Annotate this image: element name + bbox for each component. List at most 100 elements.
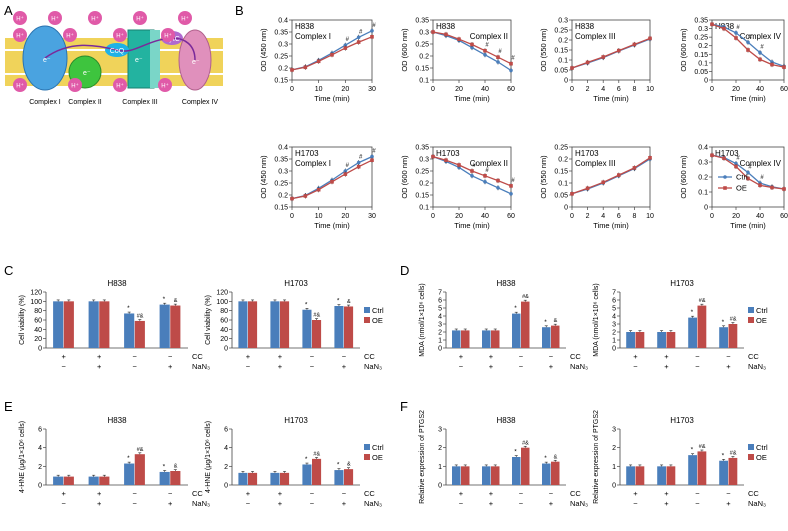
- y-tick-label: 5: [438, 306, 442, 313]
- y-tick-label: 0.4: [278, 18, 288, 25]
- significance-mark: *: [722, 319, 725, 326]
- data-point-oe: [758, 57, 762, 62]
- cc-sign: −: [695, 352, 700, 361]
- x-tick-label: 0: [290, 213, 294, 220]
- cc-sign: −: [168, 352, 173, 361]
- nan3-sign: −: [133, 362, 138, 371]
- data-point-oe: [585, 186, 590, 191]
- data-point-ctrl: [746, 40, 750, 45]
- bar-ctrl: [719, 327, 728, 348]
- data-point-oe: [758, 183, 762, 188]
- nan3-sign: +: [489, 362, 494, 371]
- y-tick-label: 0.15: [274, 78, 288, 85]
- bar-oe: [170, 305, 181, 348]
- bar-oe: [312, 458, 322, 485]
- cc-sign: −: [133, 352, 138, 361]
- cc-sign: +: [489, 489, 494, 498]
- data-point-ctrl: [470, 174, 474, 178]
- complex-label: Complex IV: [740, 159, 782, 168]
- bar-oe: [521, 301, 530, 348]
- data-point-oe: [632, 166, 637, 170]
- significance-mark: #: [485, 43, 489, 49]
- data-point-oe: [496, 178, 500, 183]
- data-point-oe: [734, 164, 738, 169]
- x-tick-label: 30: [368, 213, 376, 220]
- y-tick-label: 2: [38, 464, 42, 471]
- cc-row-label: CC: [364, 489, 375, 498]
- cc-sign: +: [97, 352, 102, 361]
- data-point-oe: [470, 169, 474, 173]
- bar-ctrl: [270, 301, 280, 348]
- data-point-oe: [370, 158, 374, 162]
- legend-marker: [723, 175, 727, 179]
- nan3-row-label: NaN₃: [748, 499, 766, 508]
- significance-mark: #&: [699, 298, 706, 304]
- bar-oe: [280, 472, 290, 485]
- x-axis-label: Time (min): [454, 221, 490, 230]
- y-tick-label: 0.15: [554, 169, 568, 176]
- x-tick-label: 0: [570, 86, 574, 93]
- legend-label: OE: [756, 453, 767, 462]
- y-tick-label: 0.3: [558, 18, 568, 25]
- bar-oe: [248, 472, 258, 485]
- nan3-sign: +: [342, 362, 347, 371]
- y-tick-label: 20: [220, 336, 228, 343]
- legend-label: OE: [372, 316, 383, 325]
- cc-sign: −: [519, 489, 524, 498]
- y-tick-label: 0: [704, 205, 708, 212]
- complex-ii-label: Complex II: [68, 99, 102, 106]
- proton-label: H⁺: [16, 83, 24, 90]
- bar-ctrl: [238, 472, 248, 485]
- data-point-oe: [290, 196, 294, 201]
- y-axis-label: OD (550 nm): [539, 28, 548, 72]
- significance-mark: #&: [699, 444, 706, 450]
- bar-ctrl: [482, 330, 491, 348]
- nan3-sign: −: [459, 362, 464, 371]
- bar-oe: [461, 330, 470, 348]
- bar-ctrl: [542, 463, 551, 485]
- bar-ctrl: [688, 317, 697, 348]
- nan3-sign: −: [246, 362, 251, 371]
- nan3-sign: −: [62, 499, 67, 508]
- chart-title: H838: [107, 416, 127, 425]
- legend-label: Ctrl: [756, 443, 768, 452]
- significance-mark: *: [514, 305, 517, 312]
- x-tick-label: 20: [732, 86, 740, 93]
- bar-oe: [312, 320, 322, 348]
- bar-oe: [728, 324, 738, 348]
- proton-label: H⁺: [66, 33, 74, 40]
- cc-sign: +: [664, 489, 669, 498]
- chart-title: H1703: [284, 279, 308, 288]
- y-tick-label: 0.15: [274, 205, 288, 212]
- y-tick-label: 0.4: [278, 145, 288, 152]
- x-tick-label: 6: [617, 213, 621, 220]
- electron-label: e⁻: [192, 59, 200, 66]
- chart-title: H1703: [670, 416, 694, 425]
- y-tick-label: 3: [438, 322, 442, 329]
- y-tick-label: 0.05: [554, 68, 568, 75]
- y-axis-label: 4-HNE (μg/1×10⁶ cells): [19, 421, 26, 493]
- bar-oe: [63, 301, 74, 348]
- data-point-oe: [483, 174, 487, 178]
- series-line-oe: [571, 157, 651, 195]
- nan3-sign: −: [519, 362, 524, 371]
- plot-frame: [432, 19, 512, 81]
- x-axis-label: Time (min): [593, 94, 629, 103]
- significance-mark: *: [127, 455, 130, 462]
- y-tick-label: 0.25: [274, 181, 288, 188]
- data-point-oe: [356, 40, 361, 44]
- proton-shape: [113, 28, 127, 42]
- y-tick-label: 4: [438, 314, 442, 321]
- data-point-ctrl: [496, 186, 500, 190]
- y-tick-label: 0.3: [278, 42, 288, 49]
- nan3-sign: −: [246, 499, 251, 508]
- data-point-ctrl: [483, 53, 487, 57]
- significance-mark: #&: [313, 451, 320, 457]
- cc-row-label: CC: [192, 352, 203, 361]
- x-tick-label: 40: [756, 213, 764, 220]
- x-tick-label: 10: [646, 86, 654, 93]
- legend-label: Ctrl: [736, 173, 748, 182]
- y-tick-label: 3: [438, 427, 442, 434]
- nan3-row-label: NaN₃: [364, 499, 382, 508]
- bar-oe: [63, 476, 74, 485]
